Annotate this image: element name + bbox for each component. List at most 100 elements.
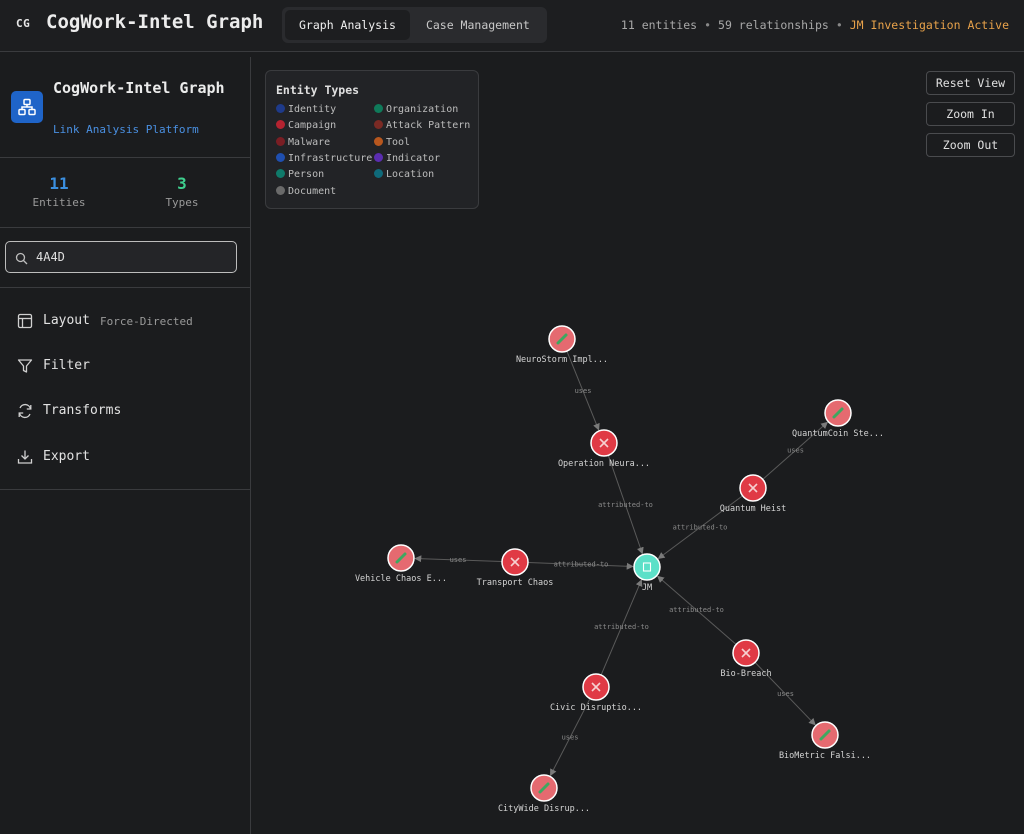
legend-color-dot (374, 136, 383, 146)
graph-node-quantum-heist[interactable]: Quantum Heist (720, 474, 787, 514)
graph-edge[interactable] (566, 350, 600, 431)
node-label: QuantumCoin Ste... (792, 429, 884, 439)
graph-edge[interactable] (762, 421, 829, 480)
search-input[interactable] (36, 247, 231, 267)
crossed-swords-icon (748, 483, 758, 493)
brand-name: CogWork-Intel Graph (53, 79, 225, 97)
legend-label: Document (288, 185, 337, 197)
graph-edge[interactable] (549, 698, 591, 777)
legend-item: Document (276, 185, 337, 197)
nodes-layer: JM Operation Neura... NeuroStorm Impl... Qu… (355, 325, 884, 814)
graph-node-op-neura[interactable]: Operation Neura... (558, 429, 650, 469)
graph-node-transport-chaos[interactable]: Transport Chaos (477, 548, 554, 588)
stat-value: 11 (49, 174, 69, 193)
app-title: CogWork-Intel Graph (46, 11, 264, 33)
legend-label: Identity (288, 104, 337, 115)
node-label: JM (642, 583, 652, 593)
sidebar-item-filter[interactable]: Filter (0, 350, 250, 382)
edge-label: uses (450, 556, 467, 564)
tab-graph-analysis[interactable]: Graph Analysis (285, 10, 410, 40)
stats-separator: • (835, 18, 843, 32)
graph-edge[interactable] (657, 575, 737, 645)
graph-node-vehicle-chaos[interactable]: Vehicle Chaos E... (355, 544, 447, 584)
legend-label: Person (288, 169, 325, 181)
bug-icon (819, 729, 831, 741)
legend-color-dot (374, 120, 383, 130)
crossed-swords-icon (599, 438, 609, 448)
search-panel (0, 228, 250, 288)
legend-label: Malware (288, 136, 331, 148)
stats-panel: 11 Entities 3 Types (0, 158, 250, 228)
app-header: CG CogWork-Intel Graph Graph Analysis Ca… (0, 0, 1024, 52)
edge-label: attributed-to (594, 623, 649, 631)
network-icon (11, 91, 43, 123)
stats-separator: • (704, 18, 712, 32)
sidebar-item-label: Export (43, 449, 90, 464)
zoom-in-button[interactable]: Zoom In (926, 102, 1015, 126)
refresh-icon (17, 403, 33, 423)
graph-edge[interactable] (527, 561, 634, 570)
legend-item: Indicator (374, 152, 440, 164)
node-label: Vehicle Chaos E... (355, 574, 447, 584)
download-icon (17, 449, 33, 469)
legend-color-dot (276, 185, 285, 195)
legend-color-dot (374, 152, 383, 162)
node-circle[interactable] (633, 553, 661, 581)
building-icon (642, 562, 652, 572)
graph-node-bio-breach[interactable]: Bio-Breach (720, 639, 772, 679)
graph-edge[interactable] (600, 579, 643, 676)
node-label: Bio-Breach (720, 669, 771, 679)
sidebar-item-export[interactable]: Export (0, 441, 250, 473)
legend-title: Entity Types (276, 83, 360, 97)
edge-label: attributed-to (554, 561, 609, 569)
graph-node-jm[interactable]: JM (633, 553, 661, 593)
graph-node-civic[interactable]: Civic Disruptio... (550, 673, 642, 713)
graph-svg[interactable]: uses attributed-to uses attributed-to uses at… (252, 57, 1024, 834)
graph-edge[interactable] (414, 555, 503, 563)
graph-node-quantumcoin[interactable]: QuantumCoin Ste... (792, 399, 884, 439)
graph-node-citywide[interactable]: CityWide Disrup... (498, 774, 590, 814)
stat-label: Entities (32, 196, 86, 209)
edges-layer: uses attributed-to uses attributed-to uses at… (414, 350, 829, 777)
legend-item: Campaign (276, 120, 336, 131)
legend-label: Location (386, 169, 435, 181)
node-label: Quantum Heist (720, 504, 787, 514)
filter-icon (17, 358, 33, 378)
edge-label: uses (562, 734, 579, 742)
legend-label: Organization (386, 104, 459, 115)
zoom-out-button[interactable]: Zoom Out (926, 133, 1015, 157)
bug-icon (538, 782, 550, 794)
reset-view-button[interactable]: Reset View (926, 71, 1015, 95)
edge-label: uses (787, 447, 804, 455)
graph-node-neurostorm[interactable]: NeuroStorm Impl... (516, 325, 608, 365)
sidebar: CogWork-Intel Graph Link Analysis Platfo… (0, 57, 251, 834)
edge-label: attributed-to (598, 501, 653, 509)
graph-edge[interactable] (754, 662, 816, 726)
legend-label: Attack Pattern (386, 120, 471, 132)
stat-label: Types (165, 196, 199, 209)
bug-icon (556, 333, 568, 345)
entity-legend: Entity Types Identity Organization Campaig… (265, 70, 479, 209)
graph-canvas[interactable]: uses attributed-to uses attributed-to uses at… (252, 57, 1024, 834)
graph-node-biometric[interactable]: BioMetric Falsi... (779, 721, 871, 761)
legend-color-dot (374, 169, 383, 179)
legend-color-dot (276, 169, 285, 179)
search-box[interactable] (5, 241, 237, 273)
edge-label: uses (777, 690, 794, 698)
relationship-count: 59 relationships (718, 18, 829, 32)
header-stats: 11 entities • 59 relationships • JM Investig… (621, 18, 1009, 32)
legend-label: Infrastructure (288, 152, 373, 164)
legend-item: Malware (276, 136, 331, 148)
bug-icon (832, 407, 844, 419)
sidebar-menu: Layout Force-Directed Filter Transforms (0, 288, 250, 490)
layout-icon (17, 313, 33, 333)
graph-edge[interactable] (657, 495, 743, 560)
tab-case-management[interactable]: Case Management (425, 18, 530, 32)
sidebar-item-transforms[interactable]: Transforms (0, 395, 250, 427)
graph-edge[interactable] (607, 455, 644, 555)
search-icon (15, 250, 28, 269)
entity-count: 11 entities (620, 18, 698, 32)
sidebar-item-layout[interactable]: Layout Force-Directed (0, 305, 250, 337)
stat-value: 3 (177, 174, 187, 193)
legend-item: Identity (276, 104, 336, 115)
